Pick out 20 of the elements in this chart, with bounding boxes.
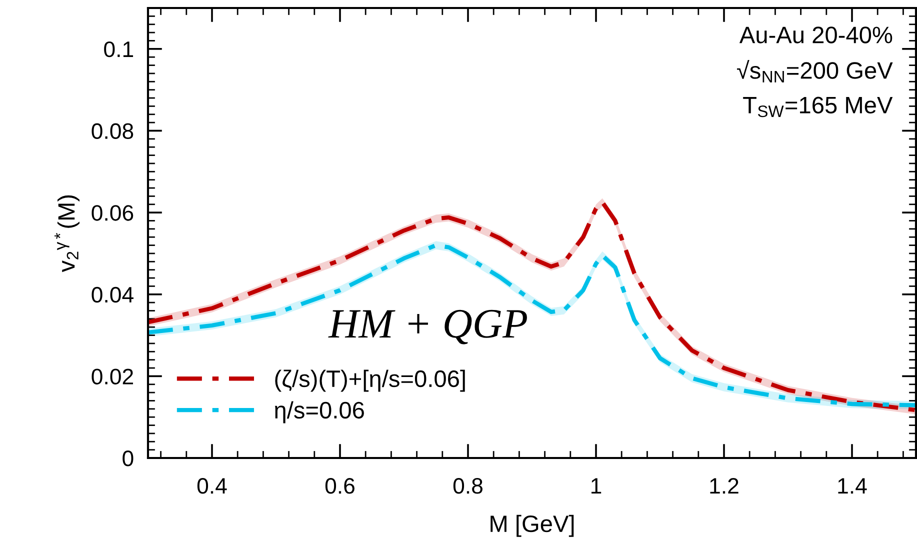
- y-tick-label: 0: [122, 450, 134, 466]
- legend-label: (ζ/s)(T)+[η/s=0.06]: [275, 370, 465, 392]
- legend-label: η/s=0.06: [274, 401, 364, 424]
- x-tick-label: 1: [592, 478, 602, 494]
- y-tick-label: 0.08: [92, 123, 134, 139]
- x-tick-label: 0.4: [197, 478, 227, 494]
- x-axis-title: M [GeV]: [490, 514, 574, 537]
- y-tick-label: 0.06: [92, 205, 134, 221]
- y-tick-label: 0.1: [104, 41, 134, 58]
- y-tick-label: 0.04: [92, 286, 134, 303]
- x-tick-label: 0.6: [325, 478, 354, 494]
- x-tick-label: 1.4: [838, 478, 867, 494]
- annotation: HM + QGP: [328, 310, 527, 344]
- annotation: Au-Au 20-40%: [739, 26, 892, 44]
- x-tick-label: 1.2: [710, 478, 738, 494]
- y-tick-label: 0.02: [92, 368, 133, 384]
- annotation: √s$_{NN}$=200 GeV: [737, 60, 893, 82]
- annotation: T$_{SW}$=165 MeV: [743, 96, 893, 118]
- y-axis-title: v$_{2}$$^{γ*}$(M): [54, 195, 80, 272]
- x-tick-label: 0.8: [453, 478, 482, 494]
